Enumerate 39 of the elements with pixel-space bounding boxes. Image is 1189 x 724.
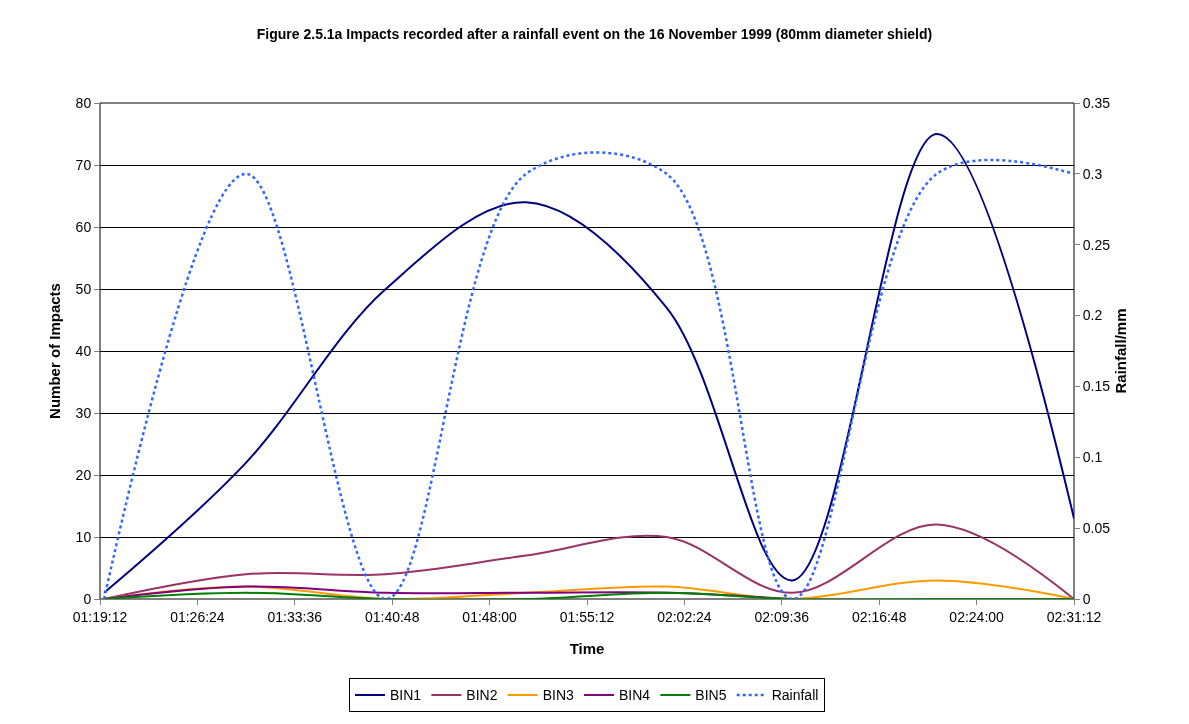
x-tick-label: 01:19:12	[72, 608, 128, 625]
y-tick-label: 0	[83, 590, 92, 607]
y2-tick-label: 0.25	[1082, 236, 1111, 253]
x-tick-label: 01:48:00	[462, 608, 518, 625]
x-tick-label: 02:02:24	[657, 608, 712, 625]
y2-tick-label: 0.35	[1082, 94, 1111, 111]
x-tick-label: 01:33:36	[267, 608, 323, 625]
x-tick-label: 02:16:48	[851, 608, 907, 625]
chart-title: Figure 2.5.1a Impacts recorded after a rainfall event on the 16 November 1999 (80mm diameter shield)	[256, 25, 933, 42]
x-tick-label: 02:31:12	[1046, 608, 1102, 625]
y-axis-title: Number of Impacts	[46, 283, 63, 419]
legend-label: Rainfall	[771, 687, 819, 704]
y2-tick-label: 0.1	[1082, 449, 1103, 466]
legend-label: BIN2	[466, 687, 498, 704]
y-tick-label: 40	[75, 342, 92, 359]
y-tick-label: 50	[75, 280, 92, 297]
x-tick-label: 02:24:00	[949, 608, 1005, 625]
y-tick-label: 60	[75, 218, 92, 235]
legend-label: BIN4	[619, 687, 651, 704]
legend-label: BIN1	[390, 687, 422, 704]
y-tick-label: 80	[75, 94, 92, 111]
x-tick-label: 01:26:24	[170, 608, 225, 625]
x-axis-title: Time	[569, 640, 605, 657]
y-tick-label: 10	[75, 528, 92, 545]
y-tick-label: 30	[75, 404, 92, 421]
x-tick-label: 02:09:36	[754, 608, 810, 625]
y2-tick-label: 0.05	[1082, 520, 1111, 537]
line-series	[103, 523, 1074, 599]
y2-tick-label: 0	[1082, 590, 1091, 607]
y-tick-label: 70	[75, 156, 92, 173]
legend-label: BIN5	[695, 687, 727, 704]
y2-tick-label: 0.2	[1082, 307, 1103, 324]
y-tick-label: 20	[75, 466, 92, 483]
x-tick-label: 01:55:12	[559, 608, 615, 625]
y2-tick-label: 0.15	[1082, 378, 1111, 395]
y2-tick-label: 0.3	[1082, 165, 1103, 182]
legend-label: BIN3	[542, 687, 575, 704]
x-tick-label: 01:40:48	[364, 608, 420, 625]
y2-axis-title: Rainfall/mm	[1112, 308, 1130, 394]
